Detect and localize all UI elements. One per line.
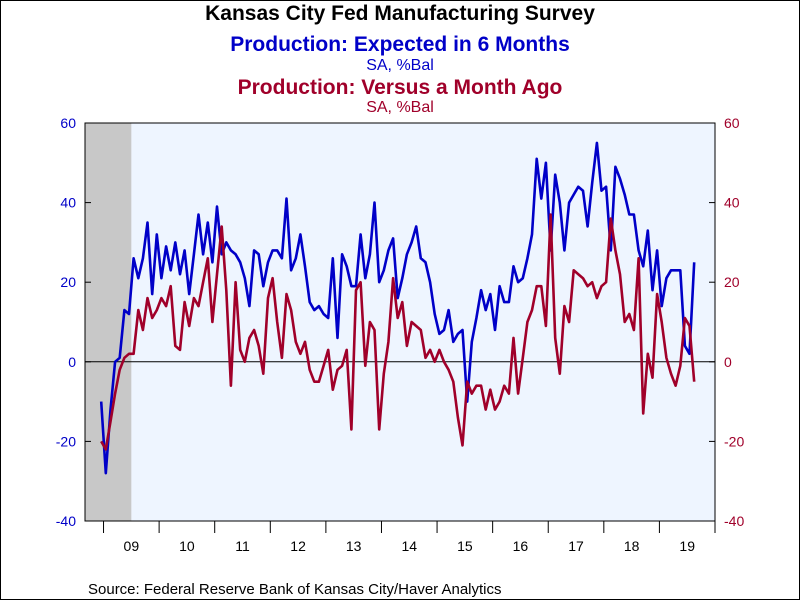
right-tick-label: 0 [724,354,732,370]
right-tick-label: -40 [724,513,744,529]
left-tick-label: 60 [60,115,76,131]
left-tick-label: -40 [56,513,76,529]
x-tick-label: 13 [346,538,362,554]
right-tick-label: 60 [724,115,740,131]
x-tick-label: 19 [679,538,695,554]
x-tick-label: 12 [290,538,306,554]
x-tick-label: 14 [401,538,417,554]
x-tick-label: 11 [235,538,250,554]
series-line-1 [99,141,696,475]
series-line-2 [100,213,696,451]
source-note: Source: Federal Reserve Bank of Kansas C… [88,581,502,598]
series-2-units: SA, %Bal [366,99,434,116]
chart-title: Kansas City Fed Manufacturing Survey [205,2,595,25]
x-tick-label: 15 [457,538,473,554]
x-tick-label: 09 [124,538,140,554]
left-tick-label: 40 [60,195,76,211]
right-tick-label: 20 [724,274,740,290]
series-1-units: SA, %Bal [366,57,434,74]
left-tick-label: 0 [68,354,76,370]
plot-border [84,122,716,522]
left-tick-label: -20 [56,433,76,449]
right-tick-label: -20 [724,433,744,449]
x-tick-label: 18 [624,538,640,554]
x-tick-label: 10 [179,538,195,554]
x-tick-label: 17 [568,538,584,554]
series-1-title: Production: Expected in 6 Months [230,33,570,56]
right-tick-label: 40 [724,195,740,211]
left-tick-label: 20 [60,274,76,290]
plot-area: -40 -40 -20 -20 0 0 20 20 40 40 60 60 09 10 11 12 13 14 15… [56,115,745,554]
series-2-title: Production: Versus a Month Ago [238,76,563,99]
x-tick-label: 16 [513,538,529,554]
